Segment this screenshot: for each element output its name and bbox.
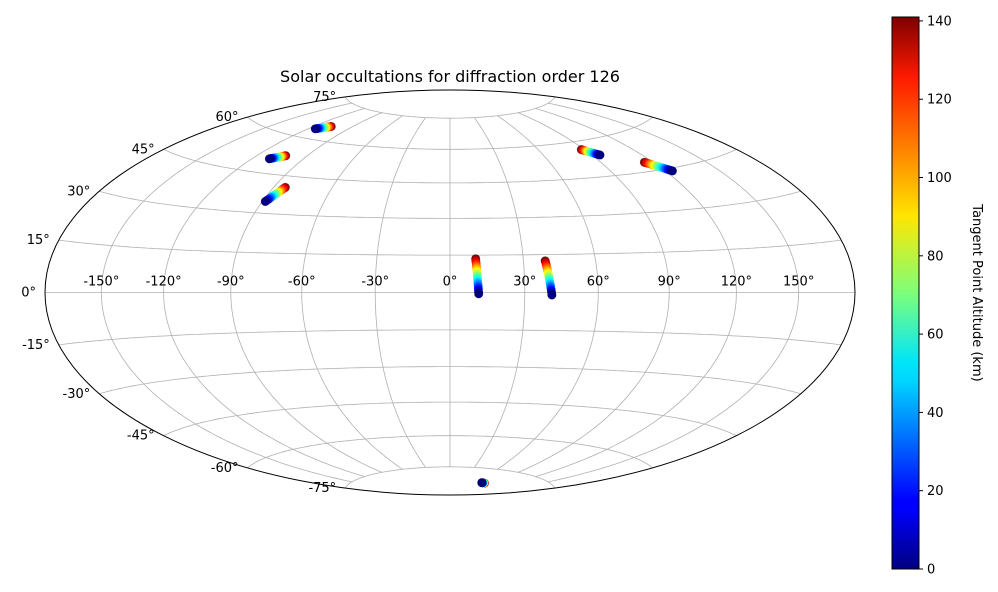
colorbar-tick-label: 120	[927, 93, 952, 108]
longitude-tick-label: 0°	[443, 275, 458, 290]
colorbar-tick-label: 80	[927, 249, 944, 264]
occultation-track	[576, 145, 605, 160]
track-point	[310, 124, 320, 134]
colorbar: 0 20 40 60 80 100 120 140 Tangent Point Altitud…	[891, 14, 984, 578]
occultation-track	[540, 256, 557, 300]
latitude-tick-label: -15°	[22, 338, 50, 353]
track-point	[667, 166, 678, 176]
colorbar-tick-label: 20	[927, 484, 944, 499]
meridian-line	[473, 117, 526, 468]
longitude-tick-label: 90°	[658, 275, 681, 290]
latitude-tick-label: 75°	[313, 90, 336, 105]
longitude-tick-label: 30°	[513, 275, 536, 290]
longitude-tick-label: -60°	[288, 275, 316, 290]
longitude-tick-label: -90°	[217, 275, 245, 290]
colorbar-tick-label: 40	[927, 406, 944, 421]
longitude-tick-label: -30°	[361, 275, 389, 290]
occultation-track	[260, 182, 290, 207]
occultation-track	[264, 151, 291, 164]
colorbar-gradient	[891, 16, 920, 570]
occultation-tracks	[260, 121, 678, 488]
latitude-tick-label: 30°	[67, 184, 90, 199]
colorbar-tick-label: 100	[927, 171, 952, 186]
meridian-line	[301, 115, 403, 470]
latitude-tick-label: -60°	[211, 461, 239, 476]
latitude-tick-label: 15°	[27, 233, 50, 248]
latitude-tick-label: 0°	[21, 286, 36, 301]
meridian-line	[100, 102, 353, 483]
occultation-track	[477, 478, 490, 488]
longitude-tick-label: -150°	[83, 275, 119, 290]
colorbar-tick-label: 140	[927, 14, 952, 29]
latitude-tick-label: -45°	[127, 429, 155, 444]
track-point	[474, 289, 484, 299]
colorbar-label: Tangent Point Altitude (km)	[969, 203, 984, 381]
meridian-line	[535, 108, 737, 477]
meridian-line	[374, 117, 427, 468]
track-point	[477, 478, 487, 488]
meridian-line	[163, 108, 365, 477]
longitude-tick-label: 60°	[587, 275, 610, 290]
map-outline	[44, 89, 856, 496]
occultation-track	[471, 254, 484, 299]
colorbar-tick-label: 0	[927, 563, 935, 578]
track-point	[264, 154, 275, 164]
longitude-tick-label: 120°	[721, 275, 752, 290]
occultation-track	[310, 121, 336, 134]
chart-title: Solar occultations for diffraction order…	[280, 67, 620, 86]
latitude-tick-label: -30°	[63, 387, 91, 402]
meridian-line	[547, 102, 800, 483]
meridian-line	[497, 115, 599, 470]
longitude-tick-labels: -150° -120° -90° -60° -30° 0° 30° 60° 90° 120° 150…	[83, 275, 814, 290]
track-point	[547, 290, 557, 300]
longitude-tick-label: 150°	[783, 275, 814, 290]
latitude-tick-labels: 75° 60° 45° 30° 15° 0° -15° -30° -45° -60° -75°	[21, 90, 336, 496]
colorbar-tick-label: 60	[927, 328, 944, 343]
latitude-tick-label: 60°	[215, 110, 238, 125]
longitude-tick-label: -120°	[146, 275, 182, 290]
track-point	[260, 196, 270, 207]
colorbar-ticks: 0 20 40 60 80 100 120 140	[919, 14, 952, 578]
meridian-line	[230, 112, 383, 473]
track-point	[595, 150, 605, 160]
graticule	[45, 96, 855, 489]
latitude-tick-label: -75°	[308, 481, 336, 496]
meridian-line	[517, 112, 670, 473]
occultation-track	[639, 157, 678, 176]
latitude-tick-label: 45°	[132, 142, 155, 157]
